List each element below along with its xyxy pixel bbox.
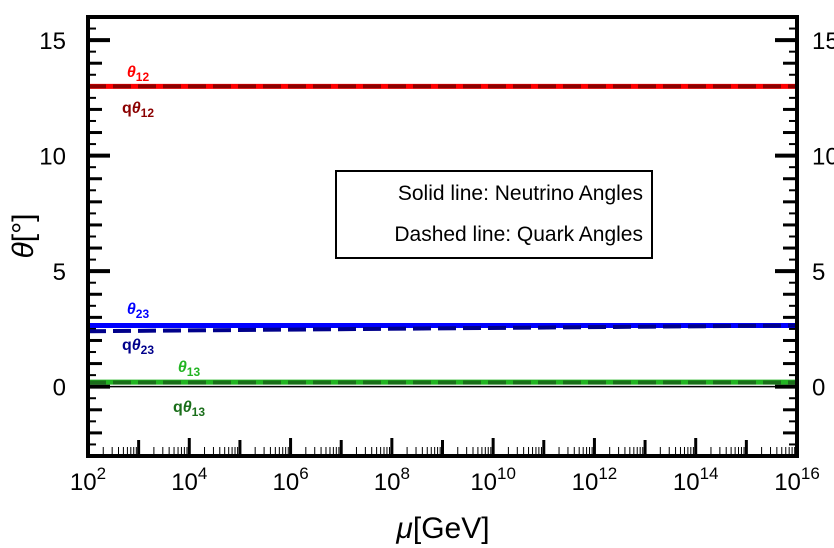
x-tick-exponent: 16 xyxy=(801,464,820,483)
series-line-qtheta23 xyxy=(87,323,798,334)
y-tick-label-left: 5 xyxy=(53,259,66,286)
y-axis-unit: [°] xyxy=(7,214,40,243)
x-tick-base: 10 xyxy=(774,469,801,496)
legend-box: Solid line: Neutrino Angles Dashed line:… xyxy=(335,170,653,259)
series-label-symbol: θ xyxy=(183,399,192,416)
y-tick-label-left: 10 xyxy=(39,144,66,171)
x-tick-label: 1012 xyxy=(572,464,618,496)
legend-line-solid: Solid line: Neutrino Angles xyxy=(398,182,643,205)
series-label-subscript: 12 xyxy=(141,106,155,120)
x-tick-label: 1010 xyxy=(470,464,516,496)
x-axis-title: μ[GeV] xyxy=(395,512,489,545)
x-tick-base: 10 xyxy=(673,469,700,496)
series-label-prefix: q xyxy=(122,337,132,354)
legend-line-dashed: Dashed line: Quark Angles xyxy=(394,223,643,246)
x-tick-exponent: 6 xyxy=(299,464,308,483)
series-label-symbol: θ xyxy=(132,337,141,354)
x-tick-base: 10 xyxy=(272,469,299,496)
x-axis-unit: [GeV] xyxy=(413,512,490,545)
y-tick-label-left: 15 xyxy=(39,28,66,55)
series-layer xyxy=(87,83,798,385)
x-tick-label: 1016 xyxy=(774,464,820,496)
x-tick-exponent: 14 xyxy=(700,464,719,483)
series-label-symbol: θ xyxy=(132,100,141,117)
series-label-theta23: θ23 xyxy=(127,301,150,321)
x-tick-exponent: 12 xyxy=(598,464,617,483)
series-label-prefix: q xyxy=(122,100,132,117)
series-label-subscript: 13 xyxy=(187,365,201,379)
y-tick-label-right: 10 xyxy=(812,144,834,171)
y-axis-title: θ[°] xyxy=(7,214,40,259)
x-tick-exponent: 4 xyxy=(198,464,207,483)
y-tick-label-right: 15 xyxy=(812,28,834,55)
y-tick-label-right: 5 xyxy=(812,259,825,286)
x-tick-exponent: 10 xyxy=(497,464,516,483)
series-label-symbol: θ xyxy=(178,359,187,376)
series-label-theta12: θ12 xyxy=(127,64,150,84)
x-tick-base: 10 xyxy=(572,469,599,496)
y-tick-label-right: 0 xyxy=(812,375,825,402)
series-label-qtheta13: qθ13 xyxy=(173,399,205,419)
series-label-subscript: 23 xyxy=(141,343,155,357)
x-tick-label: 104 xyxy=(171,464,207,496)
series-label-subscript: 23 xyxy=(136,307,150,321)
x-axis-symbol: μ xyxy=(395,512,412,545)
x-tick-exponent: 2 xyxy=(97,464,106,483)
x-tick-label: 106 xyxy=(272,464,308,496)
series-label-symbol: θ xyxy=(127,64,136,81)
plot-frame xyxy=(86,15,799,458)
x-tick-base: 10 xyxy=(374,469,401,496)
series-label-qtheta12: qθ12 xyxy=(122,100,154,120)
series-label-subscript: 13 xyxy=(192,405,206,419)
x-tick-base: 10 xyxy=(70,469,97,496)
series-label-theta13: θ13 xyxy=(178,359,201,379)
x-tick-exponent: 8 xyxy=(400,464,409,483)
x-tick-label: 1014 xyxy=(673,464,719,496)
x-tick-base: 10 xyxy=(470,469,497,496)
series-label-qtheta23: qθ23 xyxy=(122,337,154,357)
series-label-symbol: θ xyxy=(127,301,136,318)
x-tick-base: 10 xyxy=(171,469,198,496)
series-label-prefix: q xyxy=(173,399,183,416)
legend-frame xyxy=(335,170,653,259)
x-tick-label: 102 xyxy=(70,464,106,496)
x-tick-label: 108 xyxy=(374,464,410,496)
y-axis-symbol: θ xyxy=(7,241,40,258)
series-label-subscript: 12 xyxy=(136,70,150,84)
y-tick-label-left: 0 xyxy=(53,375,66,402)
